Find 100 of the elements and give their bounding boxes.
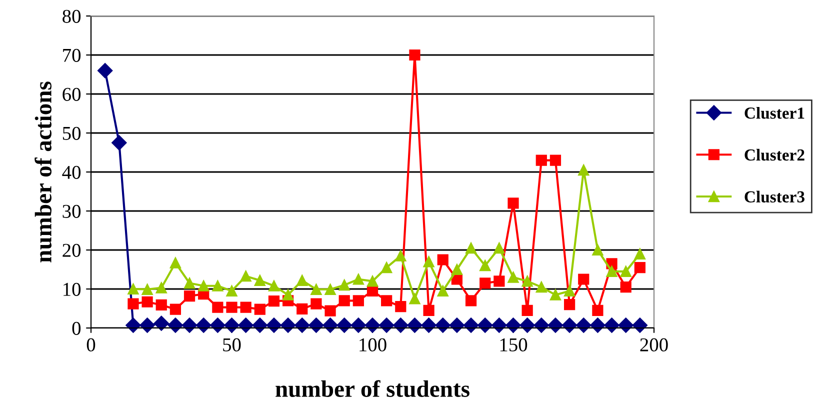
point [437, 285, 448, 297]
point [465, 295, 477, 306]
point [463, 318, 479, 333]
point [294, 318, 310, 333]
point [310, 284, 322, 295]
point [226, 302, 238, 313]
point [634, 262, 646, 274]
point [465, 242, 477, 254]
point [224, 318, 240, 333]
point [126, 318, 141, 333]
point [212, 302, 224, 313]
point [634, 248, 646, 260]
point [322, 318, 338, 333]
point [620, 281, 632, 293]
point [98, 63, 113, 78]
point [156, 282, 167, 294]
x-axis-title: number of students [276, 380, 470, 398]
point [506, 318, 521, 333]
point [324, 305, 336, 316]
point [395, 300, 406, 312]
point [254, 274, 266, 286]
point [154, 316, 169, 331]
point [142, 284, 153, 295]
point [536, 281, 547, 293]
point [296, 274, 308, 286]
point [592, 244, 604, 256]
y-axis-title: number of actions [34, 82, 52, 262]
point [336, 318, 352, 333]
point [240, 302, 252, 313]
point [494, 276, 505, 287]
point [578, 164, 590, 176]
point [534, 318, 549, 333]
y-tick-label: 60 [62, 88, 81, 101]
y-tick-label: 20 [62, 244, 81, 257]
point [409, 293, 420, 304]
point [508, 272, 519, 283]
y-tick-label: 80 [62, 10, 81, 23]
point [210, 318, 226, 333]
point [618, 318, 634, 333]
point [282, 289, 294, 300]
point [338, 280, 350, 291]
point [393, 318, 408, 333]
point [366, 276, 378, 287]
y-tick-label: 50 [62, 126, 81, 140]
point [548, 318, 564, 333]
point [268, 280, 280, 292]
legend-label: Cluster1 [744, 107, 804, 119]
point [480, 278, 491, 289]
point [423, 304, 434, 316]
y-tick-label: 10 [64, 282, 81, 296]
point [198, 280, 210, 292]
point [437, 254, 448, 266]
point [423, 256, 434, 268]
point [280, 318, 296, 333]
point [266, 318, 282, 333]
point [168, 318, 184, 333]
x-tick-label: 100 [360, 338, 386, 352]
point [435, 318, 450, 333]
point [268, 296, 280, 307]
point [451, 264, 463, 276]
point [184, 290, 196, 302]
point [112, 135, 127, 150]
point [395, 250, 406, 262]
point [409, 49, 420, 61]
x-tick-label: 200 [640, 338, 668, 352]
point [421, 318, 436, 333]
legend-label: Cluster2 [744, 148, 804, 161]
point [550, 154, 562, 166]
point [338, 295, 350, 306]
y-tick-label: 70 [63, 48, 81, 62]
point [590, 318, 606, 333]
point [364, 318, 380, 333]
point [324, 284, 336, 295]
point [494, 242, 505, 254]
point [196, 318, 212, 333]
point [254, 304, 266, 315]
point [381, 262, 392, 274]
point [170, 304, 182, 315]
point [308, 318, 324, 333]
point [550, 289, 562, 300]
point [562, 318, 578, 333]
point [520, 318, 535, 333]
point [606, 266, 618, 278]
point [352, 274, 364, 285]
point [478, 318, 493, 333]
point [240, 270, 252, 282]
legend-label: Cluster3 [744, 190, 804, 203]
point [492, 318, 507, 333]
x-tick-label: 150 [500, 338, 528, 352]
point [128, 283, 139, 295]
point [170, 257, 182, 268]
point [449, 318, 465, 333]
point [212, 280, 224, 292]
point [407, 318, 422, 333]
point [564, 299, 576, 310]
point [296, 303, 308, 314]
point [508, 198, 519, 209]
point [576, 318, 592, 333]
point [142, 296, 153, 308]
point [184, 278, 196, 289]
